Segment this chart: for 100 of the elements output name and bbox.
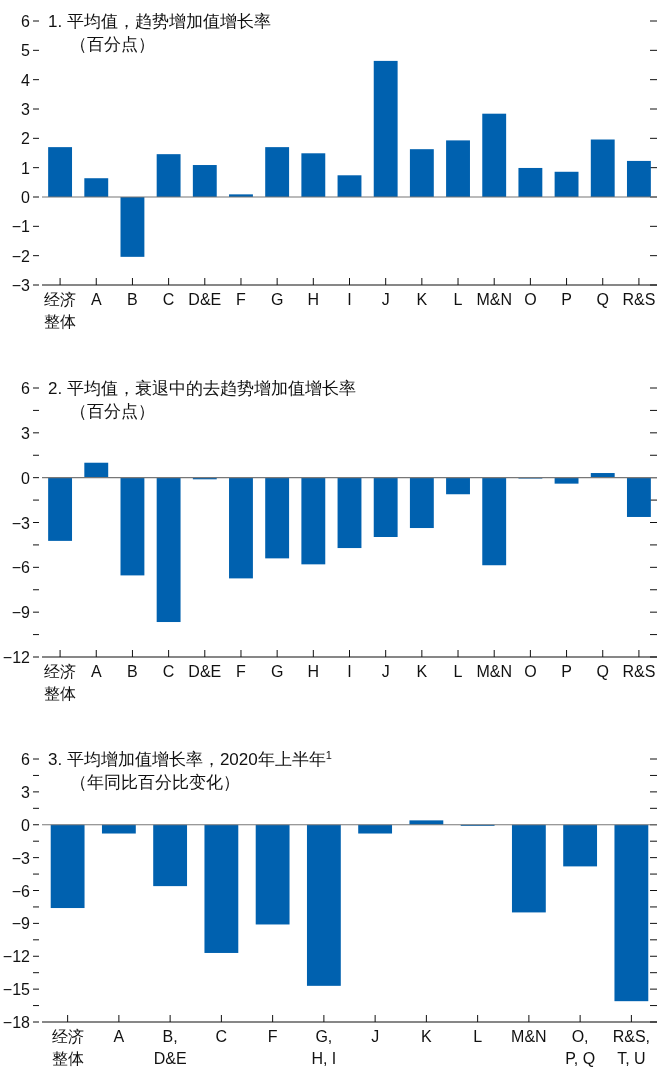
bar [192, 165, 217, 197]
x-tick-label: C [215, 1028, 228, 1045]
x-tick-label: K [416, 291, 428, 308]
y-tick-label: −3 [11, 849, 31, 867]
x-tick-label: P [561, 291, 572, 308]
y-tick-label: −18 [2, 1014, 31, 1031]
bar [518, 167, 543, 197]
x-tick-label: H [307, 291, 320, 308]
x-tick-label: G [270, 291, 284, 308]
x-tick-label: L [473, 1028, 483, 1045]
bar [265, 477, 290, 559]
chart-title: 2. 平均值，衰退中的去趋势增加值增长率 [48, 379, 356, 398]
x-tick-label: L [453, 291, 463, 308]
bar [48, 477, 73, 541]
x-tick-label: K [416, 663, 428, 680]
y-tick-label: −12 [2, 948, 31, 966]
y-tick-label: 0 [21, 816, 31, 834]
x-tick-label: J [381, 663, 390, 680]
bar [626, 160, 651, 197]
bar [337, 175, 362, 197]
bar [156, 477, 181, 623]
x-tick-label: F [267, 1028, 278, 1045]
x-tick-label: F [236, 291, 247, 308]
text: （百分点） [70, 402, 155, 421]
x-tick-label: M&N [511, 1028, 547, 1045]
y-tick-label: 3 [21, 424, 31, 442]
bar [373, 60, 398, 197]
bar [120, 477, 145, 576]
bar [301, 153, 326, 197]
bar [120, 197, 145, 257]
y-tick-label: −6 [11, 882, 31, 900]
x-tick-label: R&S [622, 291, 656, 308]
bar [373, 477, 398, 537]
bar [482, 113, 507, 197]
bar [84, 462, 109, 478]
bar [156, 154, 181, 197]
x-tick-label: M&N [476, 291, 512, 308]
y-tick-label: −3 [11, 514, 31, 532]
y-tick-label: 3 [21, 783, 31, 801]
x-tick-label: 经济整体 [51, 1028, 84, 1067]
bar [409, 149, 434, 197]
x-tick-label: G, H, I [311, 1028, 337, 1067]
bar [626, 477, 651, 517]
bar [337, 477, 362, 549]
x-tick-label: Q [596, 663, 609, 680]
x-tick-label: B, D&E [153, 1028, 187, 1067]
x-tick-label: J [381, 291, 390, 308]
bar [446, 140, 470, 197]
y-tick-label: −9 [11, 915, 31, 933]
y-tick-label: −6 [11, 559, 31, 577]
y-tick-label: 6 [21, 380, 31, 397]
bar [482, 477, 507, 566]
x-tick-label: O, P, Q [565, 1028, 596, 1067]
x-tick-label: A [113, 1028, 125, 1045]
x-tick-label: Q [596, 291, 609, 308]
x-tick-label: H [307, 663, 320, 680]
bar [48, 147, 73, 197]
x-tick-label: D&E [188, 663, 222, 680]
x-tick-label: O [524, 663, 537, 680]
y-tick-label: 1 [21, 159, 31, 177]
x-tick-label: C [162, 291, 175, 308]
x-tick-label: P [561, 663, 572, 680]
y-tick-label: −1 [11, 218, 31, 236]
x-tick-label: I [347, 291, 352, 308]
bar [554, 171, 579, 197]
bar [409, 477, 434, 529]
x-tick-label: K [421, 1028, 433, 1045]
bar [554, 477, 579, 484]
x-tick-label: C [162, 663, 175, 680]
y-tick-label: −2 [11, 247, 31, 265]
y-tick-label: −15 [2, 981, 31, 999]
x-tick-label: 经济整体 [44, 291, 77, 330]
x-tick-label: F [236, 663, 247, 680]
bar [229, 477, 253, 579]
x-tick-label: L [453, 663, 463, 680]
bar [84, 178, 109, 197]
y-tick-label: 6 [21, 751, 31, 768]
y-tick-label: −3 [11, 277, 31, 294]
x-tick-label: 经济整体 [44, 663, 77, 702]
x-tick-label: I [347, 663, 352, 680]
y-tick-label: 2 [21, 130, 31, 148]
x-tick-label: R&S, T, U [612, 1028, 651, 1067]
x-tick-label: O [524, 291, 537, 308]
bar [590, 139, 615, 197]
chart-title: 3. 平均增加值增长率，2020年上半年$^{1}$ [48, 749, 332, 769]
x-tick-label: B [127, 663, 138, 680]
y-tick-label: 4 [21, 71, 31, 89]
x-tick-label: B [127, 291, 138, 308]
chart-title: 1. 平均值，趋势增加值增长率 [48, 12, 271, 31]
bar [265, 147, 290, 197]
x-tick-label: G [270, 663, 284, 680]
bar [446, 477, 470, 495]
y-tick-label: 6 [21, 13, 31, 30]
y-tick-label: 0 [21, 189, 31, 206]
x-tick-label: D&E [188, 291, 222, 308]
y-tick-label: 5 [21, 42, 31, 60]
x-tick-label: R&S [622, 663, 656, 680]
bar [301, 477, 326, 565]
x-tick-label: M&N [476, 663, 512, 680]
x-tick-label: J [371, 1028, 380, 1045]
